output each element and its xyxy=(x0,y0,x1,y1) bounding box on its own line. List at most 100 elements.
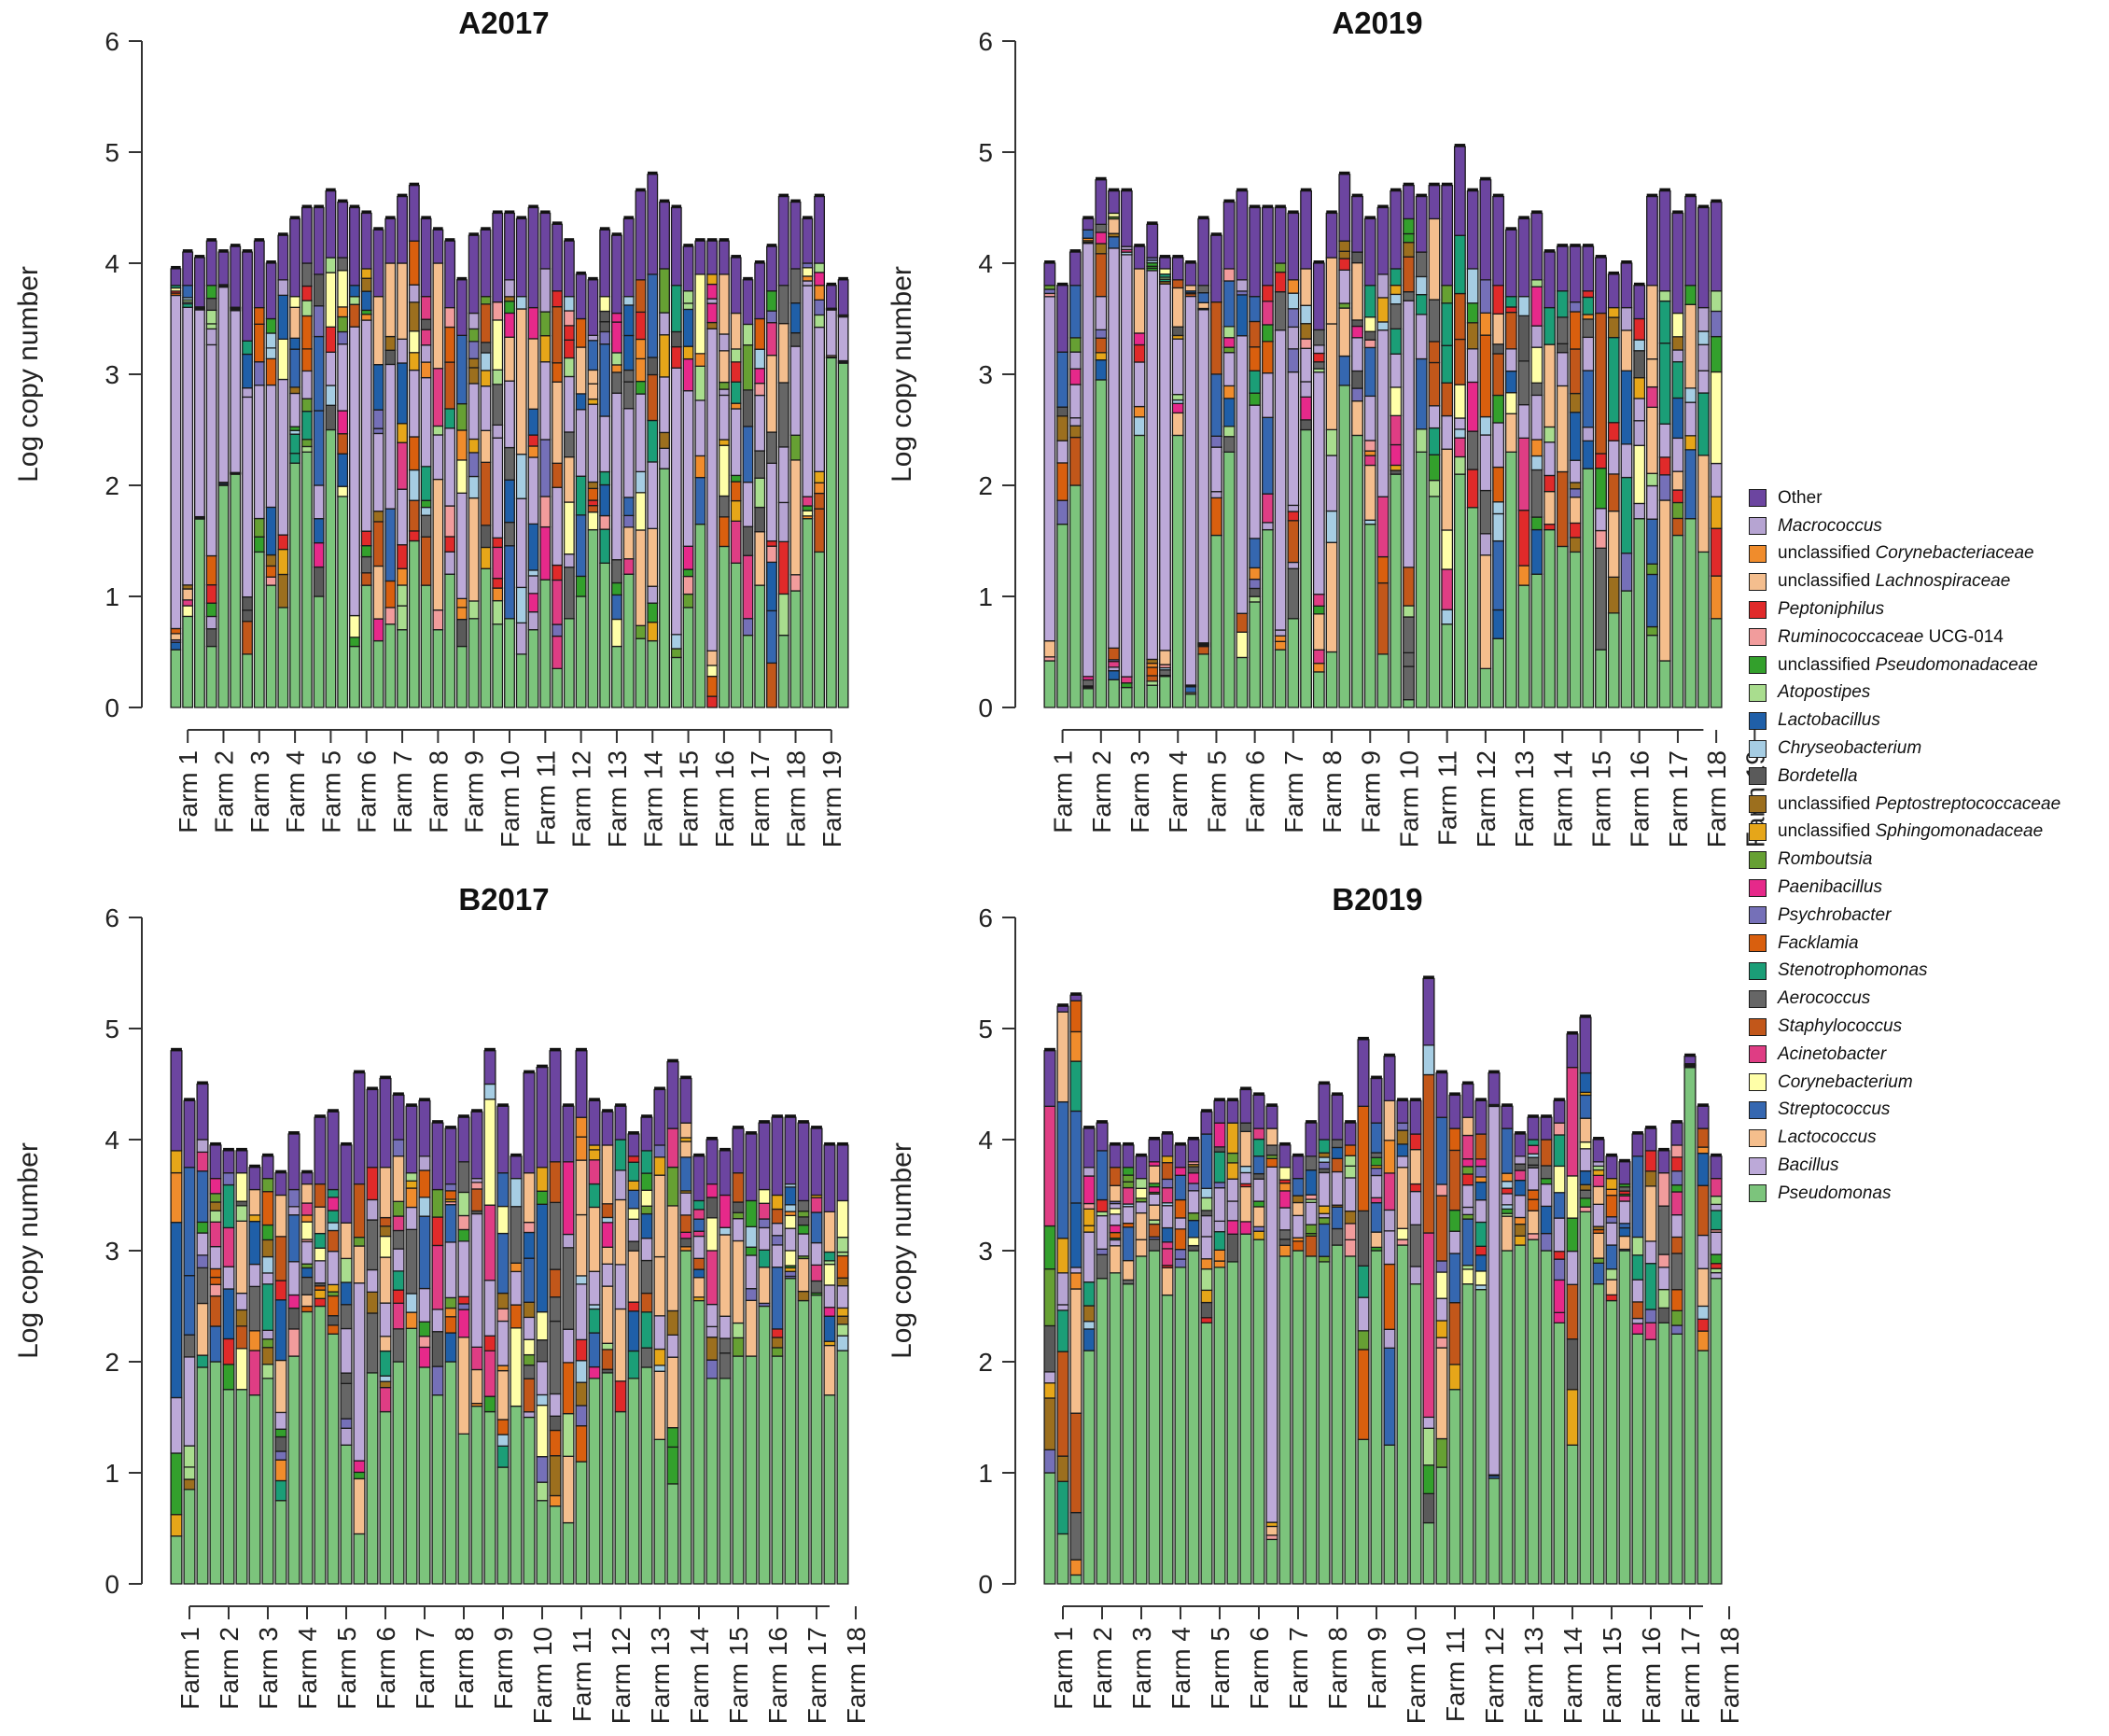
bar-cap xyxy=(278,232,288,236)
bar-segment xyxy=(274,1299,287,1362)
bar-segment xyxy=(1274,649,1287,708)
bar-segment xyxy=(647,174,659,275)
bar-segment xyxy=(635,470,647,494)
bar-segment xyxy=(575,346,587,395)
bar-segment xyxy=(679,1077,692,1124)
bar-segment xyxy=(1448,1149,1461,1211)
bar-segment xyxy=(766,245,777,292)
bar-segment xyxy=(1249,567,1262,581)
bar-segment xyxy=(1435,1271,1448,1299)
bar-segment xyxy=(797,1216,810,1226)
bar-segment xyxy=(289,386,301,395)
bar-segment xyxy=(1069,1511,1082,1561)
bar-segment xyxy=(523,1416,536,1585)
bar-segment xyxy=(1069,1000,1082,1033)
bar-segment xyxy=(1403,242,1415,258)
bar-segment xyxy=(640,1347,653,1368)
bar-segment xyxy=(1383,1444,1396,1585)
bar-segment xyxy=(408,369,420,438)
bar-segment xyxy=(622,334,635,371)
bar-segment xyxy=(797,1224,810,1235)
bar-segment xyxy=(1658,290,1671,302)
bar-segment xyxy=(470,1182,483,1190)
bar-segment xyxy=(1146,662,1159,668)
bar-segment xyxy=(836,1144,849,1202)
bar-segment xyxy=(1278,1244,1292,1257)
bar-segment xyxy=(300,411,313,441)
bar-segment xyxy=(562,1247,575,1330)
bar-segment xyxy=(575,1116,588,1138)
bar-segment xyxy=(1261,372,1274,418)
bar-segment xyxy=(1133,268,1146,334)
bar-segment xyxy=(480,229,492,298)
bar-segment xyxy=(384,508,397,582)
bar-segment xyxy=(1043,296,1056,642)
bar-cap xyxy=(1201,1109,1212,1113)
bar-segment xyxy=(1422,1073,1435,1234)
bar-segment xyxy=(1135,1187,1148,1199)
bar-segment xyxy=(1697,306,1710,332)
bar-segment xyxy=(1043,1105,1056,1227)
x-tick-label: Farm 8 xyxy=(424,750,453,833)
bar-segment xyxy=(170,1050,183,1152)
bar-segment xyxy=(1159,669,1171,677)
bar-segment xyxy=(1658,300,1671,344)
bar-segment xyxy=(418,1321,431,1337)
bar-segment xyxy=(1618,1200,1631,1225)
bar-segment xyxy=(1213,1249,1226,1262)
bar-segment xyxy=(1657,1267,1670,1291)
bar-segment xyxy=(1383,1056,1396,1101)
bar-cap xyxy=(837,1141,848,1145)
bar-segment xyxy=(209,1325,222,1363)
chart-title: B2017 xyxy=(458,882,549,917)
bar-segment xyxy=(444,240,456,309)
bar-segment xyxy=(205,554,217,586)
bar-segment xyxy=(349,326,360,617)
bar-segment xyxy=(1300,323,1313,340)
bar-segment xyxy=(209,1361,222,1585)
x-tick-label: Farm 3 xyxy=(254,1627,283,1710)
bar-segment xyxy=(732,1172,745,1203)
bar-segment xyxy=(432,229,444,264)
bar-segment xyxy=(1351,434,1363,708)
bar-segment xyxy=(1095,253,1108,298)
bar-segment xyxy=(837,362,849,708)
bar-cap xyxy=(289,216,300,219)
bar-segment xyxy=(627,1240,640,1252)
bar-segment xyxy=(1492,195,1505,287)
bar-segment xyxy=(706,328,719,652)
bar-segment xyxy=(1200,1111,1213,1135)
bar-segment xyxy=(1474,1133,1487,1160)
bar-segment xyxy=(205,645,217,708)
x-tick-label: Farm 13 xyxy=(646,1627,675,1724)
legend-label-taxon: Lachnospiraceae xyxy=(1875,571,2011,592)
bar-segment xyxy=(1492,501,1505,515)
bar-segment xyxy=(1108,217,1120,234)
bar-segment xyxy=(1428,341,1441,364)
bar-segment xyxy=(431,1244,444,1310)
bar-segment xyxy=(766,310,777,324)
bar-segment xyxy=(539,579,552,708)
legend-swatch xyxy=(1749,711,1767,730)
bar-segment xyxy=(1068,484,1082,708)
bar-segment xyxy=(1396,1227,1409,1240)
legend-label: Peptoniphilus xyxy=(1778,599,1884,620)
bar-segment xyxy=(504,380,515,449)
bar-segment xyxy=(1514,1133,1527,1157)
bar-segment xyxy=(1461,1116,1474,1137)
bar-segment xyxy=(1210,491,1222,499)
bar-segment xyxy=(1579,1117,1592,1143)
bar-segment xyxy=(1318,1223,1331,1257)
bar-segment xyxy=(1396,1099,1409,1124)
bar-segment xyxy=(265,262,277,320)
bar-cap xyxy=(1557,244,1569,247)
bar-segment xyxy=(1422,1464,1435,1495)
bar-segment xyxy=(1363,339,1376,349)
bar-segment xyxy=(599,330,611,345)
bar-segment xyxy=(1171,402,1184,414)
bar-segment xyxy=(1671,470,1684,491)
bar-cap xyxy=(1253,1092,1264,1096)
bar-segment xyxy=(1710,618,1723,708)
bar-segment xyxy=(1487,1105,1501,1476)
